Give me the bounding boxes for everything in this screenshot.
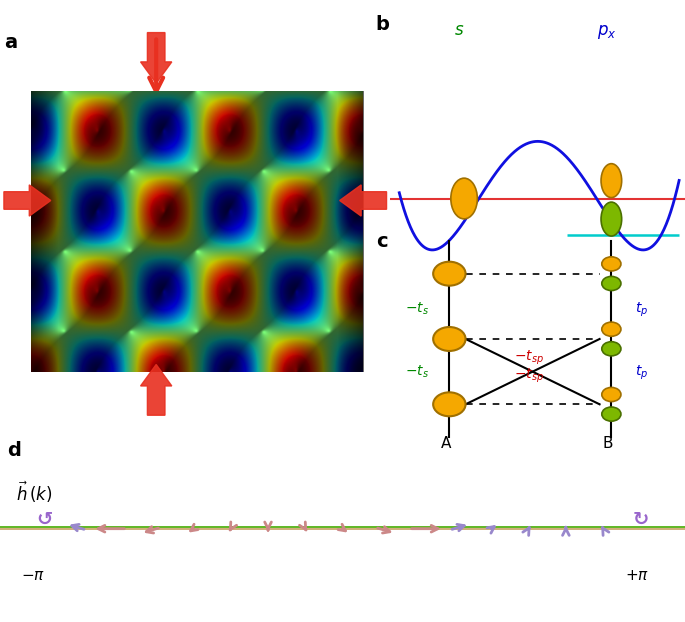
Text: b: b — [375, 15, 390, 34]
Ellipse shape — [602, 276, 621, 290]
Text: d: d — [7, 441, 21, 460]
Text: $t_p$: $t_p$ — [635, 301, 648, 319]
Text: $t_p$: $t_p$ — [635, 364, 648, 383]
Ellipse shape — [602, 322, 621, 337]
Text: x: x — [281, 303, 289, 317]
Ellipse shape — [601, 202, 622, 236]
Ellipse shape — [602, 388, 621, 402]
FancyArrow shape — [140, 364, 172, 415]
Text: $+\pi$: $+\pi$ — [625, 568, 649, 583]
Text: $\vec{h}\,(k)$: $\vec{h}\,(k)$ — [16, 479, 53, 504]
Circle shape — [433, 392, 466, 416]
Text: $-t_{sp}$: $-t_{sp}$ — [514, 366, 544, 384]
Ellipse shape — [602, 407, 621, 421]
FancyArrow shape — [4, 185, 51, 216]
Text: ↻: ↻ — [632, 510, 649, 529]
Text: A: A — [440, 436, 451, 451]
Text: $-\pi$: $-\pi$ — [21, 568, 45, 583]
Ellipse shape — [601, 164, 622, 198]
Text: a: a — [4, 32, 17, 52]
Text: $-t_s$: $-t_s$ — [406, 301, 429, 317]
Text: $p_x$: $p_x$ — [597, 23, 616, 41]
Text: s: s — [456, 21, 464, 39]
Circle shape — [433, 327, 466, 351]
Ellipse shape — [602, 341, 621, 356]
FancyArrow shape — [140, 32, 172, 83]
Ellipse shape — [602, 257, 621, 271]
Text: B: B — [603, 436, 613, 451]
FancyArrow shape — [340, 185, 386, 216]
Text: c: c — [375, 233, 387, 251]
Text: y: y — [199, 291, 207, 305]
Circle shape — [451, 178, 477, 219]
Text: ↺: ↺ — [36, 510, 53, 529]
Circle shape — [433, 262, 466, 285]
Text: $-t_{sp}$: $-t_{sp}$ — [514, 349, 544, 367]
Text: $-t_s$: $-t_s$ — [406, 364, 429, 381]
